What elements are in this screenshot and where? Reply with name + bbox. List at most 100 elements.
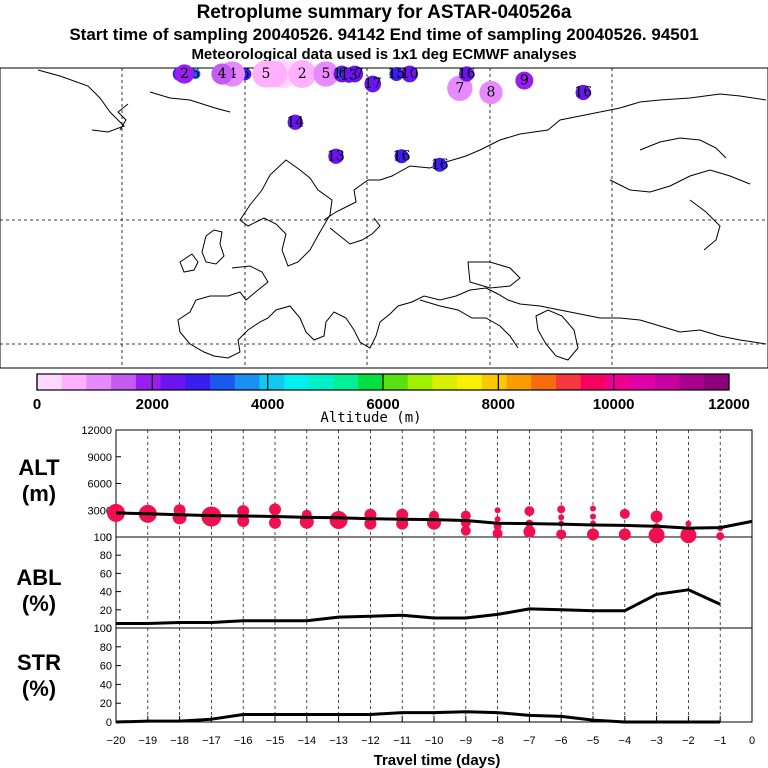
figure-title: Retroplume summary for ASTAR-040526a	[196, 2, 572, 23]
colorbar-tick-label: 0	[33, 396, 41, 413]
abl-y-tick: 60	[100, 568, 112, 580]
colorbar-swatch	[407, 374, 433, 390]
cluster-circle	[252, 60, 280, 88]
altitude-cluster-dot	[558, 514, 565, 521]
cluster-label: 16	[393, 148, 411, 164]
coastlines	[37, 69, 767, 361]
cluster-label: 17	[364, 76, 382, 92]
x-tick-label: −18	[170, 735, 189, 747]
str-panel-unit: (%)	[22, 676, 56, 701]
cluster-circle	[479, 80, 503, 105]
str-y-tick: 40	[100, 679, 112, 691]
x-tick-label: −5	[587, 735, 600, 747]
altitude-cluster-dot	[524, 506, 535, 517]
abl-y-tick: 80	[100, 550, 112, 562]
colorbar-swatch	[556, 374, 582, 390]
x-tick-label: −20	[107, 735, 126, 747]
str-y-tick: 20	[100, 698, 112, 710]
colorbar-swatch	[135, 374, 162, 390]
x-tick-label: −9	[460, 735, 473, 747]
cluster-label: 16	[574, 85, 592, 101]
cluster-markers: 1235644362451167891017171314131616151616	[172, 59, 592, 173]
x-tick-label: −8	[491, 735, 504, 747]
series-line-abl	[116, 588, 721, 625]
cluster-circle	[313, 61, 339, 87]
colorbar-tick-label: 2000	[136, 396, 169, 413]
cluster-label: 13	[327, 148, 345, 164]
alt-y-tick: 3000	[88, 505, 112, 517]
altitude-cluster-dot	[460, 525, 471, 536]
altitude-cluster-dot	[685, 520, 692, 527]
altitude-cluster-dot	[237, 505, 250, 518]
alt-y-tick: 0	[106, 532, 112, 544]
x-tick-label: −15	[266, 735, 285, 747]
abl-y-tick: 0	[106, 623, 112, 635]
altitude-cluster-dot	[650, 510, 663, 523]
series-line-alt	[115, 511, 753, 530]
alt-y-tick: 9000	[88, 452, 112, 464]
altitude-cluster-dot	[523, 525, 536, 538]
colorbar-swatch	[457, 374, 483, 390]
colorbar-swatch	[481, 374, 508, 390]
cluster-circle	[458, 66, 475, 82]
altitude-cluster-dot	[269, 516, 281, 529]
cluster-label: 16	[458, 66, 476, 82]
x-tick-label: 0	[749, 735, 755, 747]
cluster-label: 5	[262, 66, 271, 82]
cluster-label: 8	[487, 85, 496, 101]
colorbar-tick-label: 6000	[366, 396, 399, 413]
altitude-cluster-dot	[619, 508, 630, 519]
x-tick-label: −2	[682, 735, 695, 747]
str-y-tick: 80	[100, 642, 112, 654]
colorbar-swatch	[630, 374, 656, 390]
colorbar-swatch	[160, 374, 186, 390]
cluster-circle	[364, 75, 382, 93]
alt-panel-unit: (m)	[22, 481, 56, 506]
sampling-times: Start time of sampling 20040526. 94142 E…	[69, 25, 699, 44]
str-y-tick: 100	[94, 623, 112, 635]
cluster-label: 15	[388, 66, 406, 82]
alt-y-tick: 6000	[88, 479, 112, 491]
cluster-circle	[287, 114, 303, 130]
str-panel-label: STR	[17, 650, 61, 675]
abl-panel-label: ABL	[16, 565, 61, 590]
altitude-cluster-dot	[680, 527, 697, 544]
altitude-cluster-dot	[364, 517, 377, 530]
altitude-cluster-dot	[557, 505, 566, 514]
cluster-label: 6	[191, 66, 200, 82]
altitude-cluster-dot	[329, 511, 348, 530]
x-axis-label: Travel time (days)	[374, 752, 501, 768]
abl-y-tick: 40	[100, 587, 112, 599]
x-tick-label: −10	[425, 735, 444, 747]
cluster-circle	[174, 64, 195, 84]
colorbar-swatch	[308, 374, 335, 390]
cluster-label: 10	[401, 66, 419, 82]
colorbar-swatch	[358, 374, 384, 390]
x-tick-label: −6	[555, 735, 568, 747]
colorbar-tick-label: 10000	[593, 396, 635, 413]
altitude-cluster-dot	[618, 528, 631, 541]
altitude-colorbar: 0 2000 4000 6000 8000 10000 12000 Altitude (m)	[33, 373, 750, 426]
altitude-cluster-dot	[460, 510, 471, 521]
colorbar-swatch	[654, 374, 681, 390]
colorbar-swatch	[37, 374, 63, 390]
cluster-label: 14	[286, 114, 304, 130]
cluster-label: 4	[218, 66, 227, 82]
cluster-label: 5	[321, 66, 330, 82]
altitude-cluster-dot	[716, 532, 725, 541]
altitude-cluster-dot	[587, 528, 599, 541]
cluster-label: 6	[241, 66, 250, 82]
x-tick-label: −3	[650, 735, 663, 747]
cluster-circle	[447, 75, 473, 101]
cluster-circle	[341, 68, 357, 83]
abl-y-tick: 100	[94, 532, 112, 544]
altitude-cluster-dot	[492, 528, 503, 539]
x-tick-label: −17	[202, 735, 221, 747]
x-tick-label: −7	[523, 735, 536, 747]
colorbar-tick-label: 8000	[482, 396, 515, 413]
meteo-source: Meteorological data used is 1x1 deg ECMW…	[191, 46, 577, 63]
altitude-cluster-dot	[494, 516, 501, 523]
altitude-cluster-dot	[648, 527, 665, 544]
x-tick-label: −19	[138, 735, 157, 747]
altitude-cluster-dot	[494, 507, 501, 514]
